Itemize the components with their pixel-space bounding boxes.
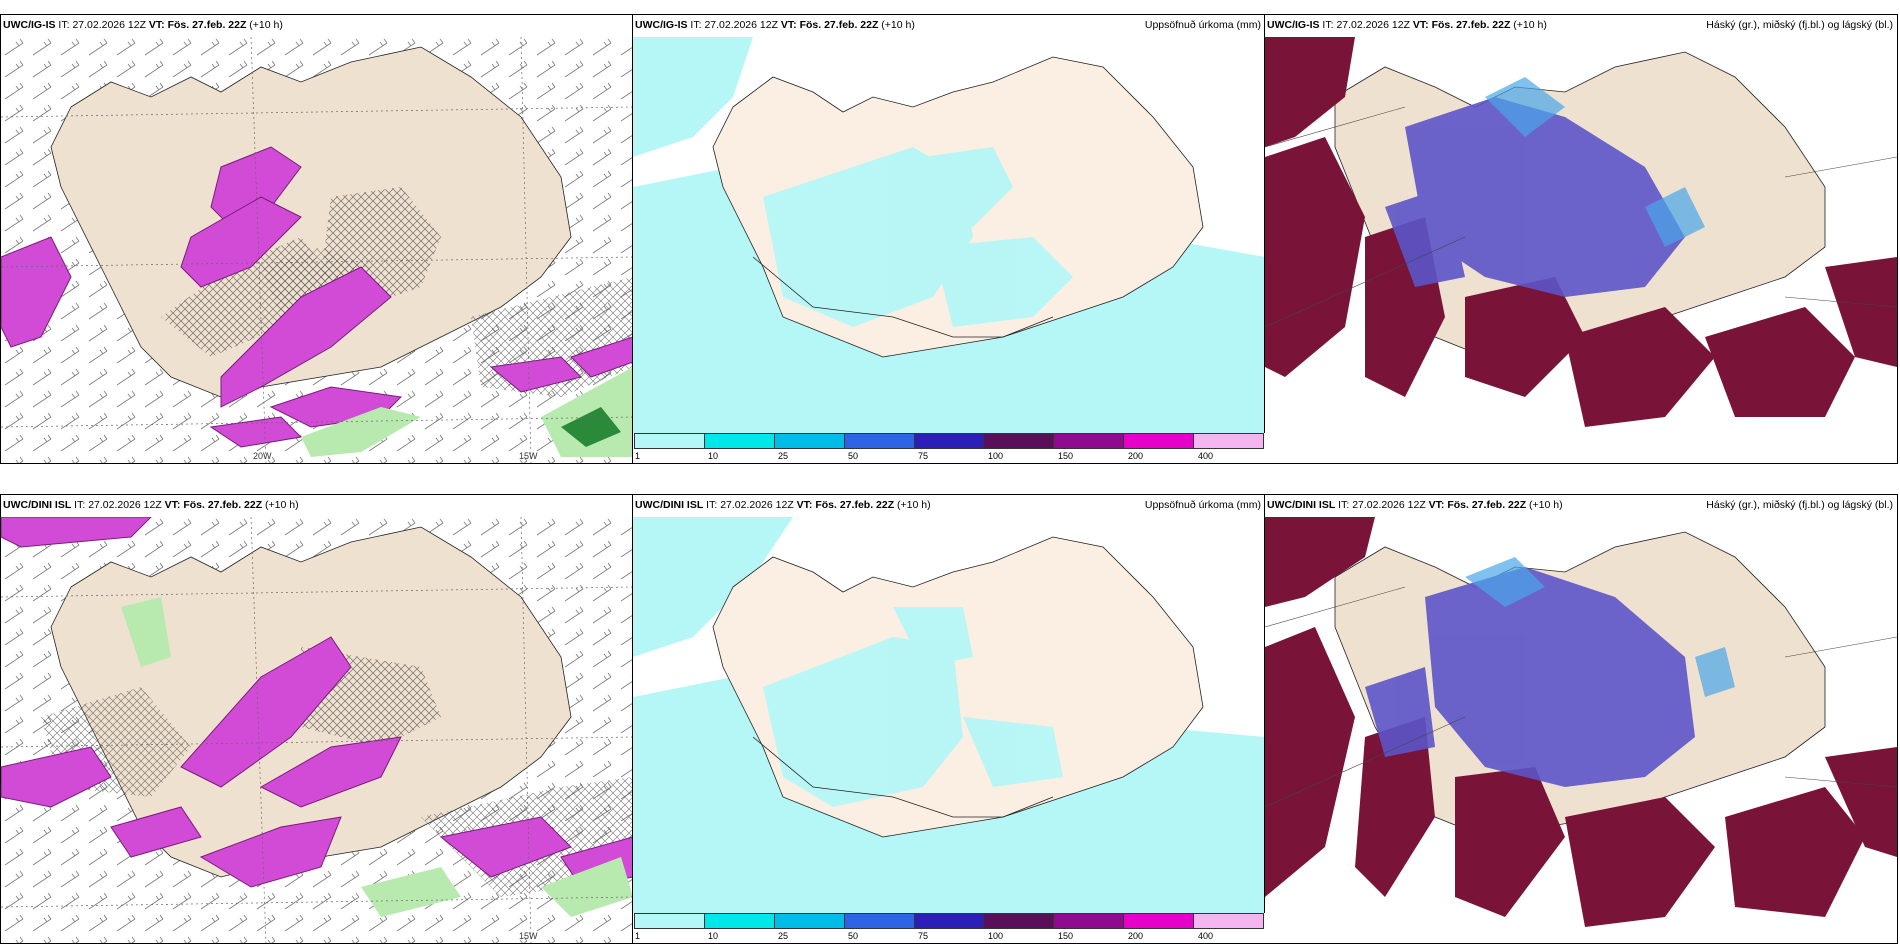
valid-label: VT: [780, 19, 797, 31]
lead-time: (+10 h) [1513, 19, 1547, 31]
cloud-title: Háský (gr.), miðský (fj.bl.) og lágský (… [1706, 499, 1893, 511]
valid-label: VT: [796, 499, 813, 511]
run-time: 27.02.2026 12Z [88, 499, 162, 511]
valid-label: VT: [1428, 499, 1445, 511]
model-name: UWC/DINI ISL [635, 499, 704, 511]
colorbar-label: 10 [707, 931, 718, 941]
map-area [1265, 517, 1897, 943]
map-area [633, 517, 1265, 913]
panel-wind-showers-dini: UWC/DINI ISL IT: 27.02.2026 12Z VT: Fös.… [0, 494, 634, 944]
colorbar-swatch [1124, 434, 1195, 448]
colorbar-label: 100 [988, 451, 1004, 461]
colorbar-swatch [1054, 914, 1125, 928]
valid-time: Fös. 27.feb. 22Z [167, 19, 247, 31]
run-time: 27.02.2026 12Z [1352, 499, 1426, 511]
model-name: UWC/IG-IS [1267, 19, 1320, 31]
panel-cloud-igis: UWC/IG-IS IT: 27.02.2026 12Z VT: Fös. 27… [1264, 14, 1898, 464]
colorbar-swatch [704, 434, 775, 448]
colorbar-swatch [1194, 914, 1264, 928]
colorbar-label: 50 [848, 451, 859, 461]
colorbar-label: 1 [635, 451, 641, 461]
panel-header: UWC/DINI ISL IT: 27.02.2026 12Z VT: Fös.… [3, 499, 629, 515]
run-label: IT: [706, 499, 718, 511]
run-time: 27.02.2026 12Z [720, 499, 794, 511]
colorbar-swatch [984, 914, 1055, 928]
panel-precip-dini: UWC/DINI ISL IT: 27.02.2026 12Z VT: Fös.… [632, 494, 1266, 944]
colorbar-label: 25 [777, 931, 788, 941]
colorbar-label: 400 [1197, 931, 1214, 941]
valid-time: Fös. 27.feb. 22Z [799, 19, 879, 31]
valid-time: Fös. 27.feb. 22Z [815, 499, 895, 511]
colorbar-label: 150 [1058, 931, 1074, 941]
run-label: IT: [1322, 19, 1334, 31]
lead-time: (+10 h) [881, 19, 915, 31]
colorbar-label: 100 [988, 931, 1004, 941]
panel-header: UWC/DINI ISL IT: 27.02.2026 12Z VT: Fös.… [635, 499, 1261, 515]
valid-label: VT: [148, 19, 165, 31]
map-area [1265, 37, 1897, 463]
colorbar-swatch [635, 434, 705, 448]
colorbar-label: 200 [1128, 451, 1144, 461]
valid-label: VT: [164, 499, 181, 511]
precip-title: Uppsöfnuð úrkoma (mm) [1144, 19, 1261, 31]
colorbar-label: 25 [777, 451, 788, 461]
panel-cloud-dini: UWC/DINI ISL IT: 27.02.2026 12Z VT: Fös.… [1264, 494, 1898, 944]
cloud-title: Háský (gr.), miðský (fj.bl.) og lágský (… [1706, 19, 1893, 31]
valid-label: VT: [1412, 19, 1429, 31]
colorbar-swatch [774, 914, 845, 928]
lon-label-15w: 15W [519, 931, 538, 941]
run-time: 27.02.2026 12Z [704, 19, 778, 31]
lon-label-20w: 20W [253, 451, 272, 461]
colorbar-swatch [1194, 434, 1264, 448]
precip-colorbar: 1 10 25 50 75 100 150 200 400 [633, 913, 1265, 943]
colorbar-label: 75 [917, 931, 928, 941]
model-name: UWC/DINI ISL [1267, 499, 1336, 511]
colorbar-swatch [704, 914, 775, 928]
colorbar-swatch [1124, 914, 1195, 928]
colorbar-label: 50 [848, 931, 859, 941]
run-label: IT: [58, 19, 70, 31]
panel-header: UWC/IG-IS IT: 27.02.2026 12Z VT: Fös. 27… [3, 19, 629, 35]
valid-time: Fös. 27.feb. 22Z [183, 499, 263, 511]
panel-header: UWC/IG-IS IT: 27.02.2026 12Z VT: Fös. 27… [635, 19, 1261, 35]
run-time: 27.02.2026 12Z [72, 19, 146, 31]
precip-title: Uppsöfnuð úrkoma (mm) [1144, 499, 1261, 511]
lead-time: (+10 h) [249, 19, 283, 31]
panel-precip-igis: UWC/IG-IS IT: 27.02.2026 12Z VT: Fös. 27… [632, 14, 1266, 464]
colorbar-swatch [774, 434, 845, 448]
lon-label-15w: 15W [519, 451, 538, 461]
lead-time: (+10 h) [265, 499, 299, 511]
colorbar-label: 10 [707, 451, 718, 461]
colorbar-swatch [844, 914, 915, 928]
colorbar-swatch [844, 434, 915, 448]
colorbar-swatch [984, 434, 1055, 448]
colorbar-label: 1 [635, 931, 641, 941]
run-label: IT: [74, 499, 86, 511]
colorbar-swatch [1054, 434, 1125, 448]
lead-time: (+10 h) [1529, 499, 1563, 511]
panel-header: UWC/DINI ISL IT: 27.02.2026 12Z VT: Fös.… [1267, 499, 1893, 515]
map-area [633, 37, 1265, 433]
map-area [1, 517, 633, 943]
lead-time: (+10 h) [897, 499, 931, 511]
valid-time: Fös. 27.feb. 22Z [1447, 499, 1527, 511]
run-label: IT: [1338, 499, 1350, 511]
colorbar-label: 150 [1058, 451, 1074, 461]
run-label: IT: [690, 19, 702, 31]
colorbar-label: 400 [1197, 451, 1214, 461]
run-time: 27.02.2026 12Z [1336, 19, 1410, 31]
colorbar-swatch [635, 914, 705, 928]
model-name: UWC/IG-IS [3, 19, 56, 31]
precip-colorbar: 1 10 25 50 75 100 150 200 400 [633, 433, 1265, 463]
map-area [1, 37, 633, 463]
model-name: UWC/DINI ISL [3, 499, 72, 511]
colorbar-swatch [914, 434, 985, 448]
panel-header: UWC/IG-IS IT: 27.02.2026 12Z VT: Fös. 27… [1267, 19, 1893, 35]
panel-wind-showers-igis: UWC/IG-IS IT: 27.02.2026 12Z VT: Fös. 27… [0, 14, 634, 464]
model-name: UWC/IG-IS [635, 19, 688, 31]
colorbar-label: 200 [1128, 931, 1144, 941]
valid-time: Fös. 27.feb. 22Z [1431, 19, 1511, 31]
colorbar-label: 75 [917, 451, 928, 461]
colorbar-swatch [914, 914, 985, 928]
